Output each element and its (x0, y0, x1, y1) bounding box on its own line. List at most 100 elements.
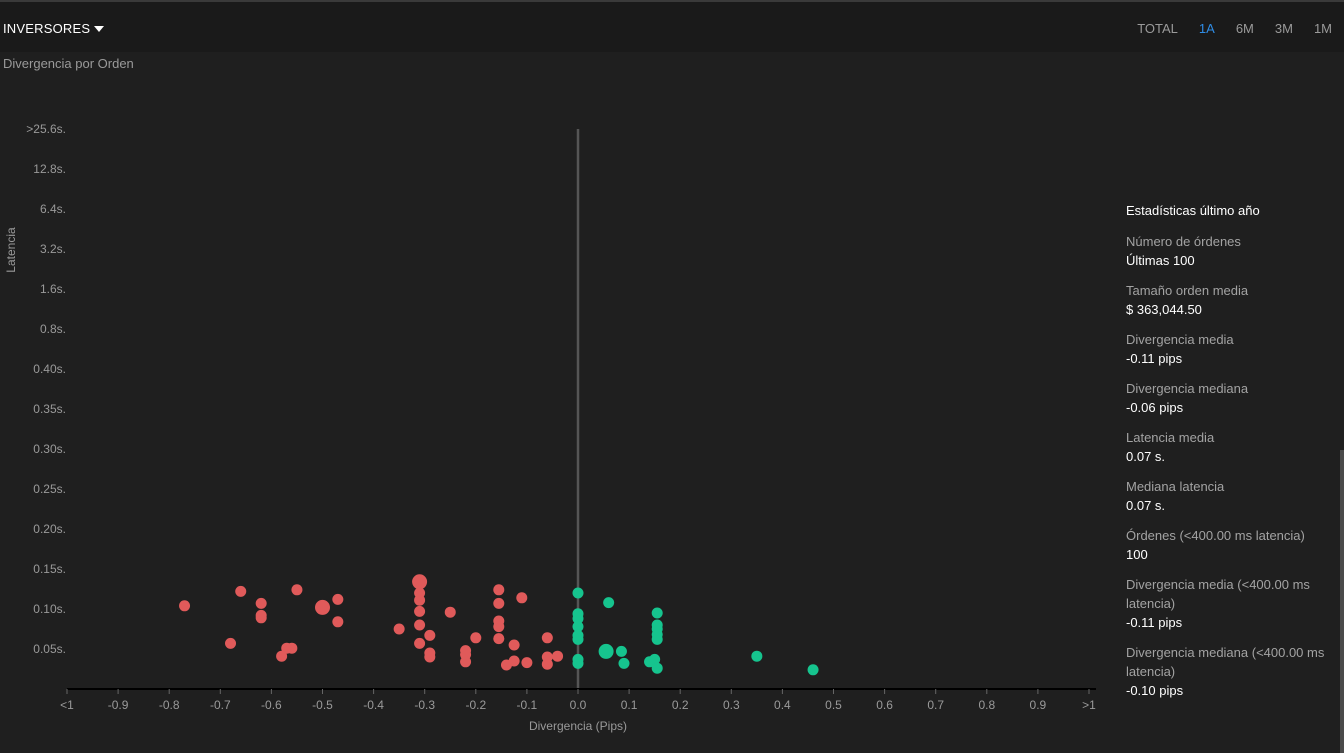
data-point (552, 650, 564, 662)
data-point (508, 639, 520, 651)
x-axis-title: Divergencia (Pips) (529, 719, 627, 733)
y-tick-label: 0.8s. (40, 322, 66, 336)
stat-item: Divergencia mediana -0.06 pips (1126, 379, 1326, 417)
data-point (286, 642, 298, 654)
stat-item: Divergencia media (<400.00 ms latencia) -… (1126, 575, 1326, 632)
data-point (651, 662, 663, 674)
stat-value: 100 (1126, 547, 1148, 562)
data-point (493, 633, 505, 645)
stat-value: -0.11 pips (1126, 615, 1183, 630)
data-point (412, 574, 428, 590)
x-tick-label: -0.4 (363, 698, 384, 712)
stat-item: Mediana latencia 0.07 s. (1126, 477, 1326, 515)
x-tick-label: 0.0 (570, 698, 587, 712)
period-total[interactable]: TOTAL (1137, 21, 1178, 36)
data-point (414, 594, 426, 606)
stat-label: Divergencia media (<400.00 ms latencia) (1126, 577, 1310, 611)
data-point (541, 632, 553, 644)
data-point (225, 637, 237, 649)
stat-value: $ 363,044.50 (1126, 302, 1202, 317)
data-point (393, 623, 405, 635)
data-point (235, 585, 247, 597)
data-point (424, 629, 436, 641)
data-point (315, 599, 330, 615)
stat-item: Divergencia mediana (<400.00 ms latencia… (1126, 643, 1326, 700)
y-tick-label: 0.40s. (33, 362, 66, 376)
x-tick-label: 0.9 (1030, 698, 1047, 712)
x-tick-label: -0.5 (312, 698, 333, 712)
stat-value: 0.07 s. (1126, 449, 1166, 464)
caret-down-icon (94, 25, 105, 32)
y-tick-label: 0.30s. (33, 442, 66, 456)
data-point (179, 600, 191, 612)
stat-label: Órdenes (<400.00 ms latencia) (1126, 528, 1305, 543)
stat-value: -0.10 pips (1126, 683, 1184, 698)
x-tick-label: 0.2 (672, 698, 689, 712)
y-tick-label: 0.25s. (33, 482, 66, 496)
stat-label: Tamaño orden media (1126, 283, 1249, 298)
y-tick-label: 6.4s. (40, 202, 66, 216)
x-tick-label: 0.6 (876, 698, 893, 712)
y-tick-label: 0.35s. (33, 402, 66, 416)
y-tick-label: 3.2s. (40, 242, 66, 256)
period-1m[interactable]: 1M (1313, 21, 1332, 36)
stat-item: Número de órdenes Últimas 100 (1126, 232, 1326, 270)
x-tick-label: -0.7 (210, 698, 231, 712)
data-point (414, 619, 426, 631)
x-tick-label: 0.8 (978, 698, 995, 712)
stat-item: Latencia media 0.07 s. (1126, 428, 1326, 466)
x-tick-label: -0.6 (261, 698, 282, 712)
data-point (276, 650, 288, 662)
x-tick-label: -0.2 (465, 698, 486, 712)
data-point (424, 651, 436, 663)
data-point (572, 621, 584, 633)
data-point (572, 633, 584, 645)
data-point (255, 597, 267, 609)
y-tick-label: >25.6s. (26, 122, 66, 136)
x-tick-label: 0.5 (825, 698, 842, 712)
scatter-chart: Latencia 0.05s. 0.10s. 0.15s. 0.20s. 0.25s. 0.… (4, 122, 1096, 733)
period-6m[interactable]: 6M (1235, 21, 1254, 36)
data-point (541, 658, 553, 670)
investors-label: INVERSORES (3, 21, 91, 36)
x-tick-label: -0.3 (414, 698, 435, 712)
x-tick-label: 0.4 (774, 698, 791, 712)
stat-label: Divergencia mediana (1126, 381, 1249, 396)
data-point (414, 637, 426, 649)
data-point (516, 592, 528, 604)
x-tick-label: <1 (60, 698, 74, 712)
data-point (332, 616, 344, 628)
scrollbar[interactable] (1340, 450, 1344, 753)
data-point (508, 655, 520, 667)
top-border (0, 0, 1344, 2)
data-point (603, 597, 615, 609)
stat-item: Órdenes (<400.00 ms latencia) 100 (1126, 526, 1326, 564)
y-tick-label: 0.10s. (33, 602, 66, 616)
stat-value: -0.11 pips (1126, 351, 1183, 366)
data-point (414, 605, 426, 617)
data-point (521, 657, 533, 669)
stat-value: Últimas 100 (1126, 253, 1195, 268)
y-tick-label: 0.15s. (33, 562, 66, 576)
stats-title: Estadísticas último año (1126, 203, 1260, 218)
x-tick-label: -0.1 (517, 698, 538, 712)
period-3m[interactable]: 3M (1274, 21, 1293, 36)
stat-item: Tamaño orden media $ 363,044.50 (1126, 281, 1326, 319)
y-tick-label: 0.05s. (33, 642, 66, 656)
data-point (751, 650, 763, 662)
investors-dropdown[interactable]: INVERSORES (3, 21, 105, 36)
data-point (332, 593, 344, 605)
period-selector: TOTAL 1A 6M 3M 1M (1116, 21, 1332, 36)
data-point (572, 587, 584, 599)
y-axis-title: Latencia (4, 227, 18, 273)
data-point (444, 606, 456, 618)
data-point (493, 621, 505, 633)
data-point (291, 584, 303, 596)
data-point (470, 632, 482, 644)
period-1a[interactable]: 1A (1198, 21, 1215, 36)
data-point (615, 645, 627, 657)
stat-value: -0.06 pips (1126, 400, 1184, 415)
y-tick-label: 0.20s. (33, 522, 66, 536)
data-point (598, 643, 614, 659)
stat-label: Número de órdenes (1126, 234, 1241, 249)
